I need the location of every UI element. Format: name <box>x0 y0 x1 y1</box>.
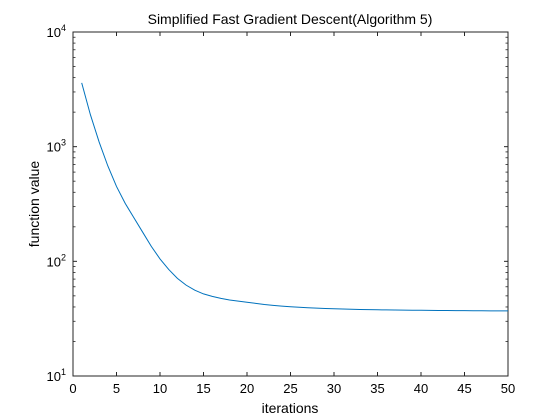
x-axis-ticks: 0 5 10 15 20 25 30 35 40 45 50 <box>69 32 515 396</box>
x-tick-label: 30 <box>327 381 341 396</box>
x-tick-label: 25 <box>283 381 297 396</box>
x-tick-label: 15 <box>196 381 210 396</box>
x-tick-label: 10 <box>153 381 167 396</box>
x-tick-label: 0 <box>69 381 76 396</box>
y-tick-label-exponent: 3 <box>61 138 66 148</box>
x-tick-label: 50 <box>501 381 515 396</box>
x-tick-label: 45 <box>457 381 471 396</box>
y-tick-label-base: 10 <box>47 369 61 384</box>
x-tick-label: 35 <box>370 381 384 396</box>
y-tick-label-exponent: 2 <box>61 252 66 262</box>
y-tick-label: 101 <box>47 367 66 384</box>
x-tick-label: 5 <box>113 381 120 396</box>
y-tick-label-exponent: 1 <box>61 367 66 377</box>
series-line <box>81 82 509 312</box>
y-tick-label-base: 10 <box>47 254 61 269</box>
y-axis-label: function value <box>26 161 42 248</box>
y-tick-label-base: 10 <box>47 140 61 155</box>
x-tick-label: 40 <box>414 381 428 396</box>
y-tick-label: 102 <box>47 252 66 269</box>
x-tick-label: 20 <box>240 381 254 396</box>
x-axis-label: iterations <box>262 400 319 416</box>
y-tick-label-base: 10 <box>47 25 61 40</box>
y-tick-label: 104 <box>47 23 66 40</box>
plot-area <box>72 31 509 377</box>
y-tick-label: 103 <box>47 138 66 155</box>
chart-title: Simplified Fast Gradient Descent(Algorit… <box>148 11 433 27</box>
y-tick-label-exponent: 4 <box>61 23 66 33</box>
